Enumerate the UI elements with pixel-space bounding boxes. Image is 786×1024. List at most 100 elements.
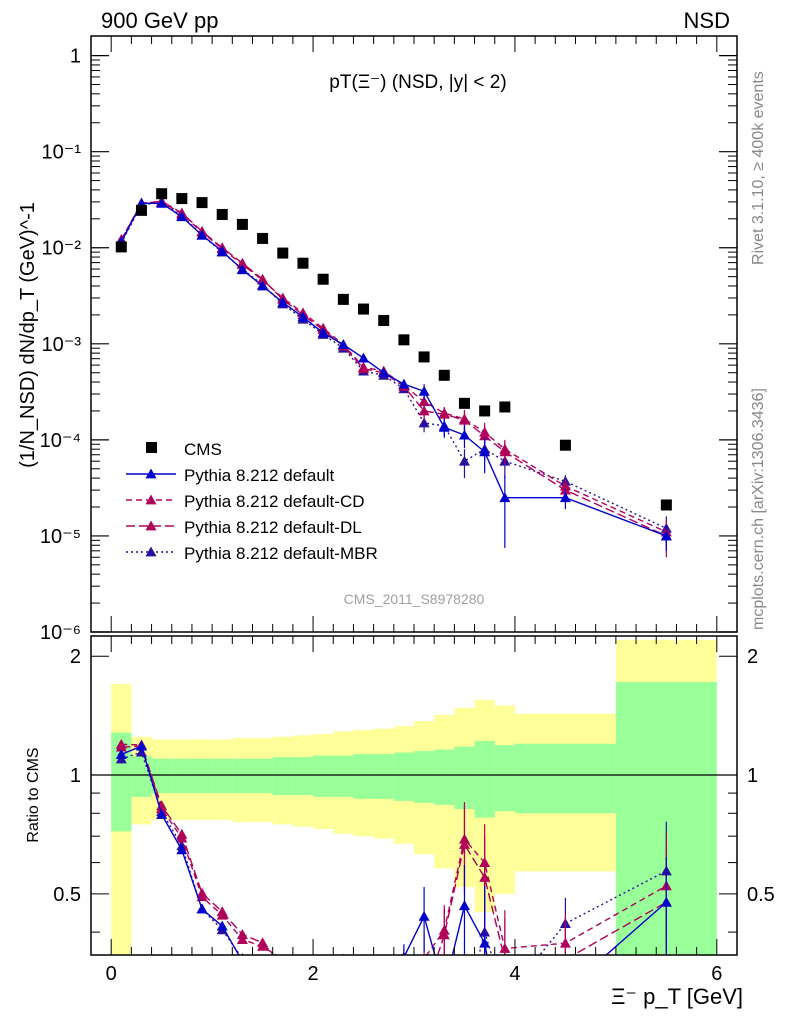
marker-default	[499, 492, 511, 503]
marker-default	[337, 339, 349, 350]
marker-default	[398, 378, 410, 389]
ratio-marker-dl	[378, 984, 389, 994]
legend-label-mbr: Pythia 8.212 default-MBR	[184, 544, 378, 563]
x-axis-label: Ξ⁻ p_T [GeV]	[611, 984, 743, 1009]
ratio-tick-label-right: 0.5	[747, 884, 775, 906]
cms-data-point	[135, 204, 147, 216]
ratio-marker-cd	[176, 832, 188, 843]
ratio-marker-mbr	[499, 992, 510, 1002]
ratio-marker-cd	[156, 803, 168, 814]
y-tick-label: 10⁻⁴	[40, 430, 81, 452]
ratio-marker-default	[479, 937, 491, 948]
ratio-tick-label: 0.5	[53, 884, 81, 906]
ratio-marker-cd	[257, 940, 269, 951]
uncertainty-band-inner	[333, 755, 354, 797]
y-axis-label: (1/N_NSD) dN/dp_T (GeV)^-1	[17, 202, 39, 468]
marker-default	[297, 311, 309, 322]
ratio-marker-cd	[338, 956, 349, 966]
x-tick-label: 0	[106, 963, 117, 985]
cms-data-point	[257, 232, 269, 244]
ratio-marker-dl	[398, 961, 409, 971]
header-left: 900 GeV pp	[101, 8, 218, 33]
ratio-marker-cd	[559, 937, 571, 948]
cms-data-point	[337, 293, 349, 305]
legend-label-default: Pythia 8.212 default	[184, 466, 335, 485]
cms-data-point	[358, 303, 370, 315]
x-tick-label: 2	[308, 963, 319, 985]
ratio-line-dl	[121, 745, 667, 955]
marker-cd	[559, 480, 571, 491]
ratio-marker-dl	[338, 961, 349, 971]
y-tick-label: 10⁻¹	[42, 142, 82, 164]
marker-cd	[438, 407, 450, 418]
ratio-marker-default	[196, 903, 208, 914]
main-panel-frame	[90, 35, 738, 633]
uncertainty-band-inner	[454, 746, 475, 810]
marker-default	[660, 530, 672, 541]
ratio-marker-default	[135, 740, 147, 751]
uncertainty-band-inner	[272, 757, 293, 796]
ratio-marker-dl	[236, 929, 248, 939]
uncertainty-band-inner	[353, 754, 374, 799]
ratio-marker-cd	[318, 971, 329, 981]
uncertainty-band-inner	[494, 745, 515, 812]
x-tick-label: 4	[509, 963, 520, 985]
ratio-marker-default	[418, 910, 430, 921]
rivet-label: Rivet 3.1.10, ≥ 400k events	[750, 71, 767, 265]
ratio-marker-default	[297, 991, 308, 1001]
legend-marker-default	[145, 468, 157, 479]
ratio-marker-cd	[115, 738, 127, 749]
ratio-marker-default	[358, 971, 369, 981]
ratio-marker-dl	[277, 960, 288, 970]
marker-default	[479, 446, 491, 457]
y-tick-label: 1	[70, 46, 81, 68]
marker-default	[418, 385, 430, 396]
ratio-marker-default	[402, 951, 406, 955]
cms-data-point	[236, 218, 248, 230]
ratio-tick-label-right: 2	[747, 646, 758, 668]
cms-data-point	[216, 208, 228, 220]
uncertainty-band-inner	[474, 740, 495, 818]
marker-default	[236, 264, 248, 275]
cms-data-point	[176, 193, 188, 205]
ratio-marker-cd	[458, 833, 470, 844]
marker-cd	[458, 413, 470, 424]
ratio-marker-default	[156, 808, 168, 819]
y-tick-label: 10⁻²	[42, 238, 82, 260]
ratio-marker-cd	[196, 891, 208, 902]
ratio-marker-default	[458, 900, 470, 911]
ratio-marker-cd	[398, 956, 409, 966]
ratio-marker-dl	[318, 977, 329, 987]
ratio-marker-mbr	[459, 1007, 470, 1017]
analysis-id: CMS_2011_S8978280	[344, 591, 485, 607]
marker-dl	[418, 405, 430, 416]
marker-cd	[499, 443, 511, 454]
ratio-marker-dl	[419, 991, 430, 1001]
marker-default	[378, 367, 390, 378]
ratio-marker-default	[560, 985, 571, 995]
ratio-marker-cd	[438, 924, 450, 935]
cms-data-point	[418, 351, 430, 363]
uncertainty-band-inner	[514, 743, 616, 814]
ratio-line-default	[121, 745, 667, 955]
marker-default	[196, 229, 208, 240]
ratio-marker-default	[338, 956, 349, 966]
cms-data-point	[277, 247, 289, 259]
ratio-marker-mbr	[297, 1000, 308, 1010]
ratio-marker-default	[176, 844, 188, 855]
ratio-marker-default	[115, 748, 127, 759]
uncertainty-band-inner	[313, 755, 334, 797]
ratio-marker-cd	[216, 909, 228, 920]
marker-default	[176, 211, 188, 222]
ratio-y-label: Ratio to CMS	[25, 747, 42, 842]
uncertainty-band-inner	[373, 754, 394, 799]
ratio-marker-default	[318, 990, 329, 1000]
ratio-marker-default	[257, 965, 268, 975]
legend-label-cms: CMS	[184, 440, 222, 459]
marker-mbr	[418, 417, 430, 428]
legend-marker-cd	[145, 494, 157, 505]
y-tick-label: 10⁻⁵	[40, 526, 81, 548]
marker-default	[559, 492, 571, 503]
legend-marker-mbr	[145, 546, 157, 557]
